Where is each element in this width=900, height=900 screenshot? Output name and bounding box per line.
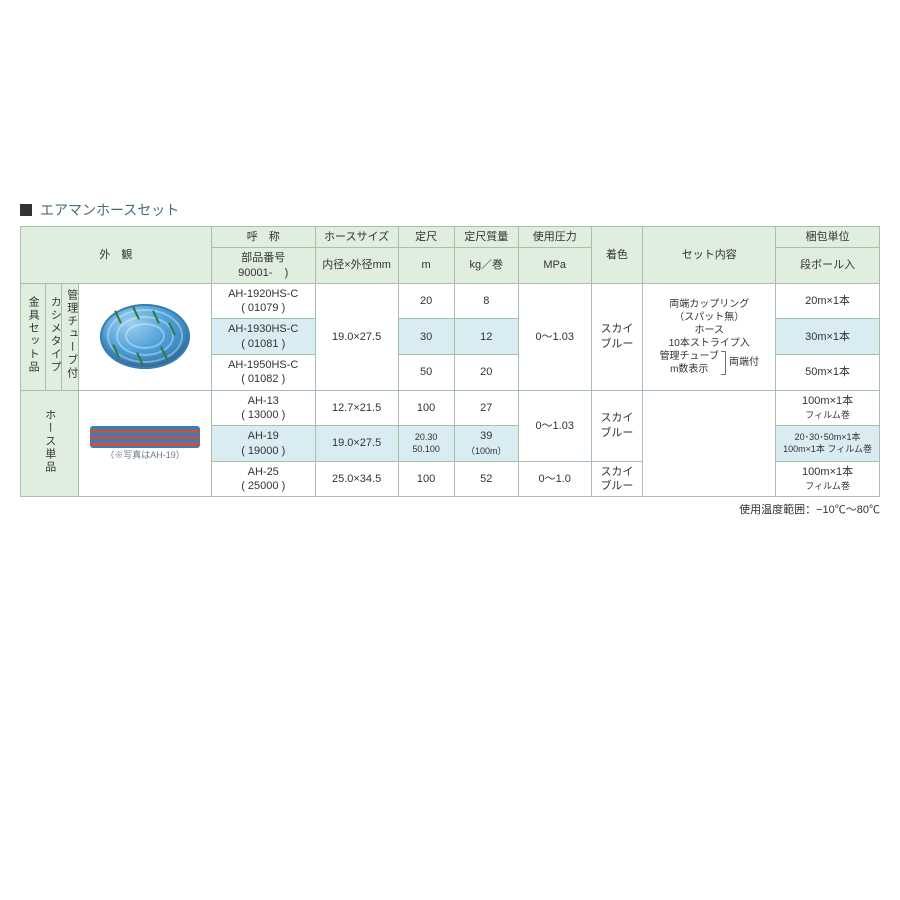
col-packaging-sub: 段ボール入 [776,248,880,284]
cell-mass: 8 [454,283,518,319]
cell-pressure: 0〜1.03 [518,390,591,461]
col-name: 呼 称 [211,227,315,248]
cell-name: AH-25 ( 25000 ) [211,461,315,497]
cell-name: AH-19 ( 19000 ) [211,426,315,462]
cell-pressure: 0〜1.0 [518,461,591,497]
cell-len: 50 [398,355,454,391]
spec-table: 外 観 呼 称 ホースサイズ 定尺 定尺質量 使用圧力 着色 セット内容 梱包単… [20,226,880,497]
col-set: セット内容 [643,227,776,284]
cell-set-contents: 両端カップリング （スパット無） ホース 10本ストライプ入 管理チューブ m数… [643,283,776,390]
cell-len: 30 [398,319,454,355]
col-color: 着色 [591,227,643,284]
cell-size: 25.0×34.5 [315,461,398,497]
col-hose-size: ホースサイズ [315,227,398,248]
cell-size: 19.0×27.5 [315,283,398,390]
group-fitting-sub2: 管理チューブ付 [62,283,79,390]
table-row: ホース単品 （※写真はAH-19） AH-13 ( 13000 ) 12.7×2… [21,390,880,426]
cell-mass: 27 [454,390,518,426]
cell-pack: 20m×1本 [776,283,880,319]
cell-name: AH-13 ( 13000 ) [211,390,315,426]
col-mass: 定尺質量 [454,227,518,248]
col-pressure: 使用圧力 [518,227,591,248]
col-length: 定尺 [398,227,454,248]
col-packaging: 梱包単位 [776,227,880,248]
table-row: 金具セット品 カシメタイプ 管理チューブ付 [21,283,880,319]
hose-flat-image: （※写真はAH-19） [79,390,212,497]
col-partno-sub: 部品番号 90001- ) [211,248,315,284]
bracket-icon [721,351,726,375]
cell-len: 100 [398,390,454,426]
group-hose-only: ホース単品 [21,390,79,497]
col-hosesize-sub: 内径×外径mm [315,248,398,284]
cell-set-empty [643,390,776,497]
title-text: エアマンホースセット [40,200,179,220]
cell-len: 20.3050.100 [398,426,454,462]
cell-pack: 50m×1本 [776,355,880,391]
cell-mass: 52 [454,461,518,497]
cell-size: 12.7×21.5 [315,390,398,426]
col-pressure-unit: MPa [518,248,591,284]
cell-name: AH-1950HS-C ( 01082 ) [211,355,315,391]
group-fitting-sub1: カシメタイプ [45,283,62,390]
cell-pack: 100m×1本 フィルム巻 [776,461,880,497]
cell-mass: 39 （100m） [454,426,518,462]
cell-mass: 20 [454,355,518,391]
cell-color: スカイブルー [591,461,643,497]
cell-pressure: 0〜1.03 [518,283,591,390]
cell-pack: 100m×1本 フィルム巻 [776,390,880,426]
cell-size: 19.0×27.5 [315,426,398,462]
cell-len: 20 [398,283,454,319]
col-appearance: 外 観 [21,227,212,284]
group-fitting-set: 金具セット品 [21,283,46,390]
col-length-unit: m [398,248,454,284]
title-bullet-icon [20,204,32,216]
col-mass-unit: kg／巻 [454,248,518,284]
cell-len: 100 [398,461,454,497]
cell-pack: 30m×1本 [776,319,880,355]
cell-mass: 12 [454,319,518,355]
cell-color: スカイブルー [591,283,643,390]
hose-coil-image [79,283,212,390]
footnote: 使用温度範囲：−10℃〜80℃ [20,501,880,517]
cell-name: AH-1920HS-C ( 01079 ) [211,283,315,319]
cell-name: AH-1930HS-C ( 01081 ) [211,319,315,355]
section-title: エアマンホースセット [20,200,880,220]
cell-pack: 20･30･50m×1本 100m×1本 フィルム巻 [776,426,880,462]
cell-color: スカイブルー [591,390,643,461]
